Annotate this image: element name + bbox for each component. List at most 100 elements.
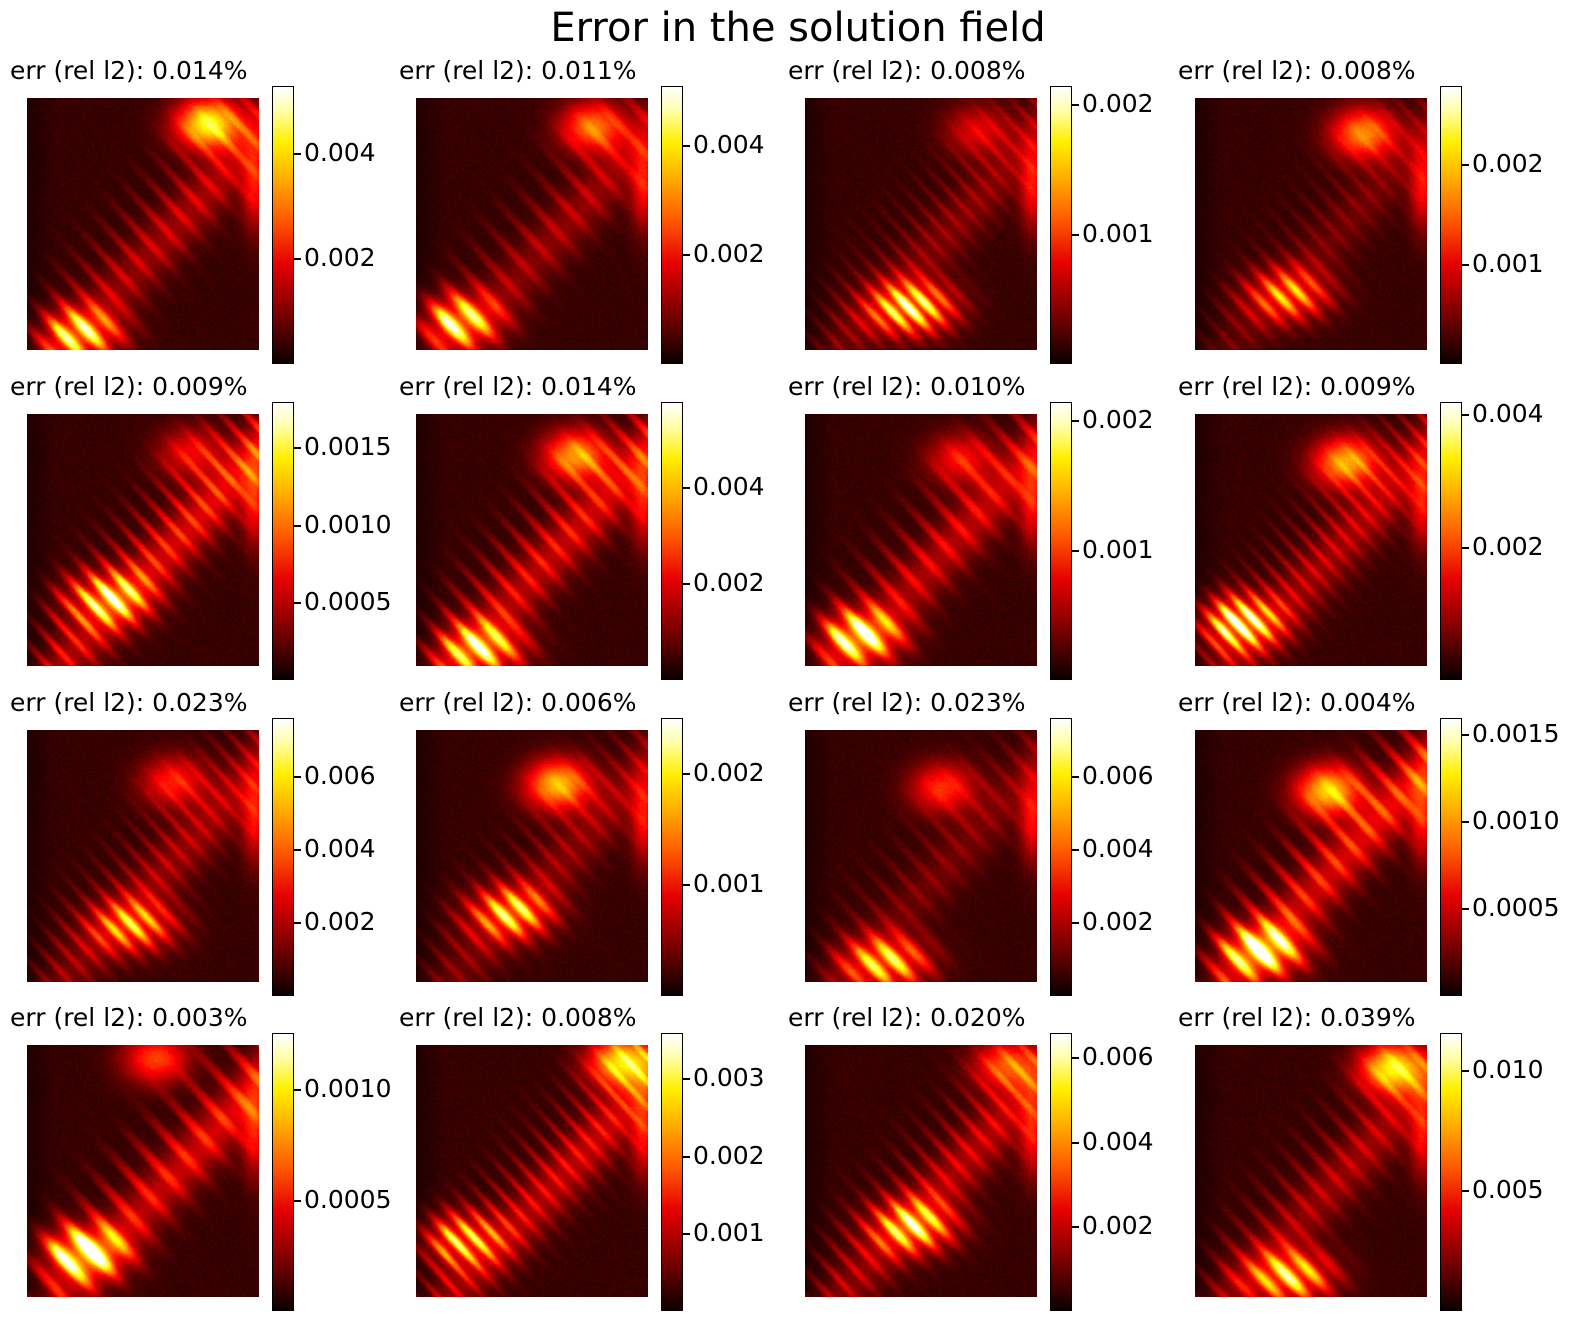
error-heatmap <box>27 730 259 982</box>
colorbar-tick-label: 0.002 <box>1082 906 1154 936</box>
subplot-panel: err (rel l2): 0.009% 0.002 0.004 <box>1168 372 1566 692</box>
colorbar-tick-mark <box>1072 104 1079 107</box>
error-heatmap <box>1195 98 1427 350</box>
error-heatmap <box>416 1045 648 1297</box>
colorbar-tick-label: 0.010 <box>1472 1055 1544 1085</box>
colorbar-tick-label: 0.002 <box>693 568 765 598</box>
error-heatmap <box>27 414 259 666</box>
colorbar <box>1440 1033 1462 1311</box>
colorbar <box>661 718 683 996</box>
colorbar-tick-label: 0.0005 <box>1472 893 1560 923</box>
colorbar-tick-mark <box>1462 734 1469 737</box>
colorbar-tick-mark <box>1072 233 1079 236</box>
error-heatmap <box>1195 730 1427 982</box>
colorbar-tick-label: 0.001 <box>1082 534 1154 564</box>
colorbar-tick-mark <box>683 253 690 256</box>
subplot-panel: err (rel l2): 0.004% 0.0005 0.0010 0.0015 <box>1168 688 1566 1008</box>
subplot-title: err (rel l2): 0.009% <box>1178 372 1416 401</box>
colorbar <box>272 86 294 364</box>
error-heatmap <box>416 414 648 666</box>
colorbar <box>1440 402 1462 680</box>
colorbar-tick-label: 0.002 <box>1472 149 1544 179</box>
subplot-panel: err (rel l2): 0.010% 0.001 0.002 <box>778 372 1176 692</box>
colorbar-tick-label: 0.005 <box>1472 1175 1544 1205</box>
subplot-panel: err (rel l2): 0.006% 0.001 0.002 <box>389 688 787 1008</box>
colorbar-tick-label: 0.002 <box>1082 1210 1154 1240</box>
subplot-title: err (rel l2): 0.023% <box>788 688 1026 717</box>
colorbar-tick-label: 0.002 <box>1472 531 1544 561</box>
colorbar-tick-label: 0.002 <box>1082 89 1154 119</box>
colorbar <box>1050 86 1072 364</box>
colorbar-tick-mark <box>1462 908 1469 911</box>
colorbar-tick-mark <box>1462 821 1469 824</box>
colorbar-tick-label: 0.002 <box>304 243 376 273</box>
colorbar-tick-mark <box>683 1155 690 1158</box>
colorbar <box>1050 402 1072 680</box>
colorbar-tick-label: 0.004 <box>1472 399 1544 429</box>
error-heatmap <box>805 1045 1037 1297</box>
subplot-panel: err (rel l2): 0.008% 0.001 0.002 <box>1168 56 1566 376</box>
subplot-panel: err (rel l2): 0.008% 0.001 0.002 <box>778 56 1176 376</box>
colorbar-tick-mark <box>1462 1070 1469 1073</box>
subplot-panel: err (rel l2): 0.003% 0.0005 0.0010 <box>0 1003 398 1323</box>
colorbar-tick-mark <box>683 772 690 775</box>
colorbar-tick-label: 0.004 <box>693 472 765 502</box>
subplot-title: err (rel l2): 0.014% <box>399 372 637 401</box>
subplot-title: err (rel l2): 0.008% <box>1178 56 1416 85</box>
colorbar <box>1050 1033 1072 1311</box>
colorbar-tick-mark <box>683 487 690 490</box>
colorbar-tick-label: 0.0005 <box>304 586 392 616</box>
colorbar-tick-mark <box>294 601 301 604</box>
subplot-panel: err (rel l2): 0.011% 0.002 0.004 <box>389 56 787 376</box>
colorbar-tick-mark <box>294 258 301 261</box>
colorbar-tick-label: 0.003 <box>693 1063 765 1093</box>
figure-title: Error in the solution field <box>550 5 1046 51</box>
colorbar-tick-label: 0.0010 <box>304 1074 392 1104</box>
subplot-title: err (rel l2): 0.003% <box>10 1003 248 1032</box>
colorbar-tick-mark <box>683 583 690 586</box>
colorbar-tick-mark <box>1072 921 1079 924</box>
colorbar-tick-mark <box>294 1089 301 1092</box>
colorbar-tick-label: 0.006 <box>1082 760 1154 790</box>
colorbar-tick-mark <box>1072 420 1079 423</box>
subplot-title: err (rel l2): 0.039% <box>1178 1003 1416 1032</box>
subplot-title: err (rel l2): 0.006% <box>399 688 637 717</box>
subplot-panel: err (rel l2): 0.020% 0.002 0.004 0.006 <box>778 1003 1176 1323</box>
colorbar-tick-mark <box>683 883 690 886</box>
subplot-title: err (rel l2): 0.004% <box>1178 688 1416 717</box>
colorbar-tick-mark <box>294 447 301 450</box>
error-heatmap <box>1195 1045 1427 1297</box>
subplot-title: err (rel l2): 0.008% <box>399 1003 637 1032</box>
colorbar-tick-label: 0.002 <box>693 238 765 268</box>
colorbar-tick-mark <box>1072 848 1079 851</box>
colorbar-tick-label: 0.0015 <box>304 432 392 462</box>
colorbar-tick-label: 0.0015 <box>1472 719 1560 749</box>
colorbar <box>661 402 683 680</box>
colorbar-tick-mark <box>1462 1190 1469 1193</box>
error-heatmap <box>1195 414 1427 666</box>
colorbar-tick-label: 0.0010 <box>1472 806 1560 836</box>
subplot-title: err (rel l2): 0.014% <box>10 56 248 85</box>
colorbar <box>1440 718 1462 996</box>
colorbar <box>272 1033 294 1311</box>
colorbar-tick-label: 0.001 <box>1082 218 1154 248</box>
colorbar-tick-mark <box>1072 549 1079 552</box>
subplot-title: err (rel l2): 0.023% <box>10 688 248 717</box>
colorbar-tick-label: 0.002 <box>1082 405 1154 435</box>
colorbar-tick-label: 0.004 <box>1082 1126 1154 1156</box>
error-heatmap <box>27 98 259 350</box>
colorbar <box>1440 86 1462 364</box>
colorbar-tick-mark <box>294 848 301 851</box>
colorbar-tick-mark <box>683 1232 690 1235</box>
colorbar-tick-label: 0.004 <box>304 138 376 168</box>
subplot-title: err (rel l2): 0.008% <box>788 56 1026 85</box>
colorbar-tick-mark <box>294 775 301 778</box>
colorbar-tick-label: 0.002 <box>693 757 765 787</box>
error-heatmap <box>27 1045 259 1297</box>
subplot-panel: err (rel l2): 0.039% 0.005 0.010 <box>1168 1003 1566 1323</box>
colorbar-tick-mark <box>1462 414 1469 417</box>
colorbar-tick-mark <box>294 153 301 156</box>
colorbar-tick-mark <box>1462 263 1469 266</box>
colorbar-tick-label: 0.006 <box>304 760 376 790</box>
